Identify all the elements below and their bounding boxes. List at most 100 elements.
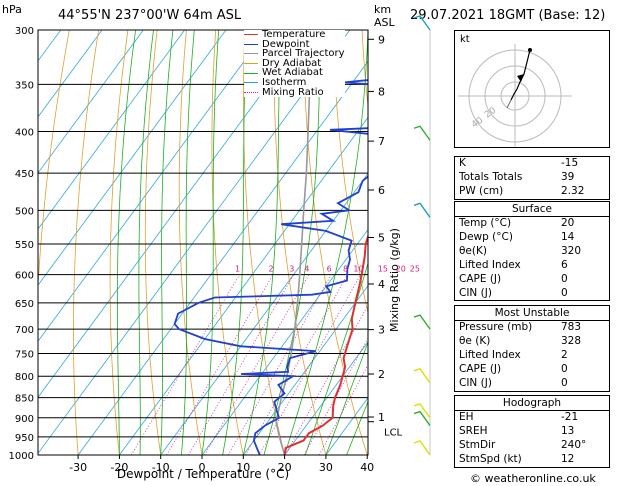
table-row: CAPE (J) 0: [455, 363, 609, 377]
x-tick-label: 10: [236, 461, 250, 474]
row-label: CAPE (J): [459, 272, 502, 285]
mixing-ratio-label: 3: [289, 265, 294, 274]
x-tick-label: -10: [152, 461, 170, 474]
mixing-ratio-label: 2: [268, 265, 273, 274]
dry-adiabat-line: [178, 30, 203, 455]
hodograph-unit: kt: [460, 34, 470, 45]
dry-adiabat-line: [38, 30, 70, 296]
row-label: θe(K): [459, 244, 487, 257]
mixing-ratio-label: 20: [396, 265, 406, 274]
row-value: 0: [561, 286, 568, 299]
pressure-tick-label: 500: [15, 206, 34, 217]
row-label: Pressure (mb): [459, 321, 533, 333]
mixing-ratio-label: 8: [343, 265, 348, 274]
wind-barb: [413, 125, 431, 141]
table-row: Pressure (mb) 783: [455, 321, 609, 335]
isotherm-line: [77, 60, 368, 455]
pressure-tick-label: 750: [15, 349, 34, 360]
surface-title: Surface: [455, 202, 609, 217]
isotherm-line: [119, 116, 368, 455]
row-label: EH: [459, 411, 474, 423]
isotherm-line: [284, 341, 368, 455]
table-row: CIN (J) 0: [455, 287, 609, 301]
legend-swatch: [244, 43, 258, 45]
x-tick-label: 30: [319, 461, 333, 474]
wet-adiabat-line: [346, 400, 368, 455]
x-axis-label: Dewpoint / Temperature (°C): [117, 467, 289, 481]
hodo-trace: [510, 49, 531, 101]
mixing-ratio-label: 15: [378, 265, 388, 274]
legend-label: Parcel Trajectory: [262, 48, 345, 60]
row-value: 6: [561, 258, 568, 271]
wind-barb: [413, 410, 431, 426]
row-value: 2.32: [561, 184, 585, 197]
km-tick-label: 6: [378, 184, 385, 197]
row-label: K: [459, 157, 466, 169]
row-value: 328: [561, 334, 582, 347]
table-row: Lifted Index 6: [455, 259, 609, 273]
legend-swatch: [244, 72, 258, 74]
mixing-ratio-axis-label: Mixing Ratio (g/kg): [388, 228, 401, 332]
row-value: 2: [561, 348, 568, 361]
legend-item: Parcel Trajectory: [244, 49, 345, 59]
isotherm-line: [38, 30, 144, 174]
asl-axis-unit: ASL: [374, 16, 395, 29]
row-value: 39: [561, 170, 575, 183]
isotherm-line: [38, 30, 185, 230]
isotherm-line: [38, 30, 268, 342]
table-row: StmDir 240°: [455, 439, 609, 453]
row-value: -21: [561, 411, 579, 423]
mixing-ratio-line: [188, 274, 295, 455]
legend-item: Temperature: [244, 30, 345, 40]
dewpoint-line: [173, 79, 368, 455]
pressure-tick-label: 800: [15, 372, 34, 383]
pressure-tick-label: 950: [15, 433, 34, 444]
legend-label: Dewpoint: [262, 38, 310, 50]
dry-adiabat-line: [625, 30, 629, 455]
row-label: Lifted Index: [459, 348, 521, 361]
mixing-ratio-label: 10: [353, 265, 363, 274]
row-value: 20: [561, 217, 575, 229]
table-row: CIN (J) 0: [455, 377, 609, 391]
table-row: K -15: [455, 157, 609, 171]
datetime-title: 29.07.2021 18GMT (Base: 12): [410, 8, 606, 23]
pressure-tick-label: 600: [15, 271, 34, 282]
legend-label: Dry Adiabat: [262, 57, 322, 69]
isotherm-line: [242, 285, 368, 455]
row-label: StmSpd (kt): [459, 452, 522, 465]
most-unstable-title: Most Unstable: [455, 306, 609, 321]
row-label: Lifted Index: [459, 258, 521, 271]
mixing-ratio-label: 6: [327, 265, 332, 274]
row-label: StmDir: [459, 438, 496, 451]
row-value: 320: [561, 244, 582, 257]
isotherm-line: [38, 30, 103, 118]
row-label: CAPE (J): [459, 362, 502, 375]
pressure-tick-label: 350: [15, 80, 34, 91]
table-row: Temp (°C) 20: [455, 217, 609, 231]
legend-swatch: [244, 91, 258, 93]
pressure-tick-label: 450: [15, 169, 34, 180]
table-row: θe(K) 320: [455, 245, 609, 259]
dry-adiabat-line: [144, 30, 162, 455]
legend-item: Dewpoint: [244, 38, 345, 50]
row-value: 14: [561, 230, 575, 243]
mixing-ratio-line: [166, 274, 274, 455]
wind-barb: [413, 402, 431, 419]
mixing-ratio-line: [227, 274, 332, 455]
row-value: 0: [561, 272, 568, 285]
x-tick-label: 40: [360, 461, 374, 474]
table-row: θe (K) 328: [455, 335, 609, 349]
row-value: 0: [561, 376, 568, 389]
row-label: θe (K): [459, 334, 491, 347]
x-tick-label: 0: [199, 461, 206, 474]
legend-swatch: [244, 63, 258, 65]
km-tick-label: 4: [378, 278, 385, 291]
legend-label: Wet Adiabat: [262, 67, 323, 79]
pressure-tick-label: 300: [15, 26, 34, 37]
most-unstable-table: Most Unstable Pressure (mb) 783 θe (K) 328 L…: [454, 305, 610, 392]
legend: Temperature Dewpoint Parcel Trajectory Dry …: [244, 30, 345, 98]
x-tick-label: 20: [278, 461, 292, 474]
mixing-ratio-line: [130, 274, 240, 455]
km-tick-label: 8: [378, 85, 385, 98]
row-label: PW (cm): [459, 184, 504, 197]
